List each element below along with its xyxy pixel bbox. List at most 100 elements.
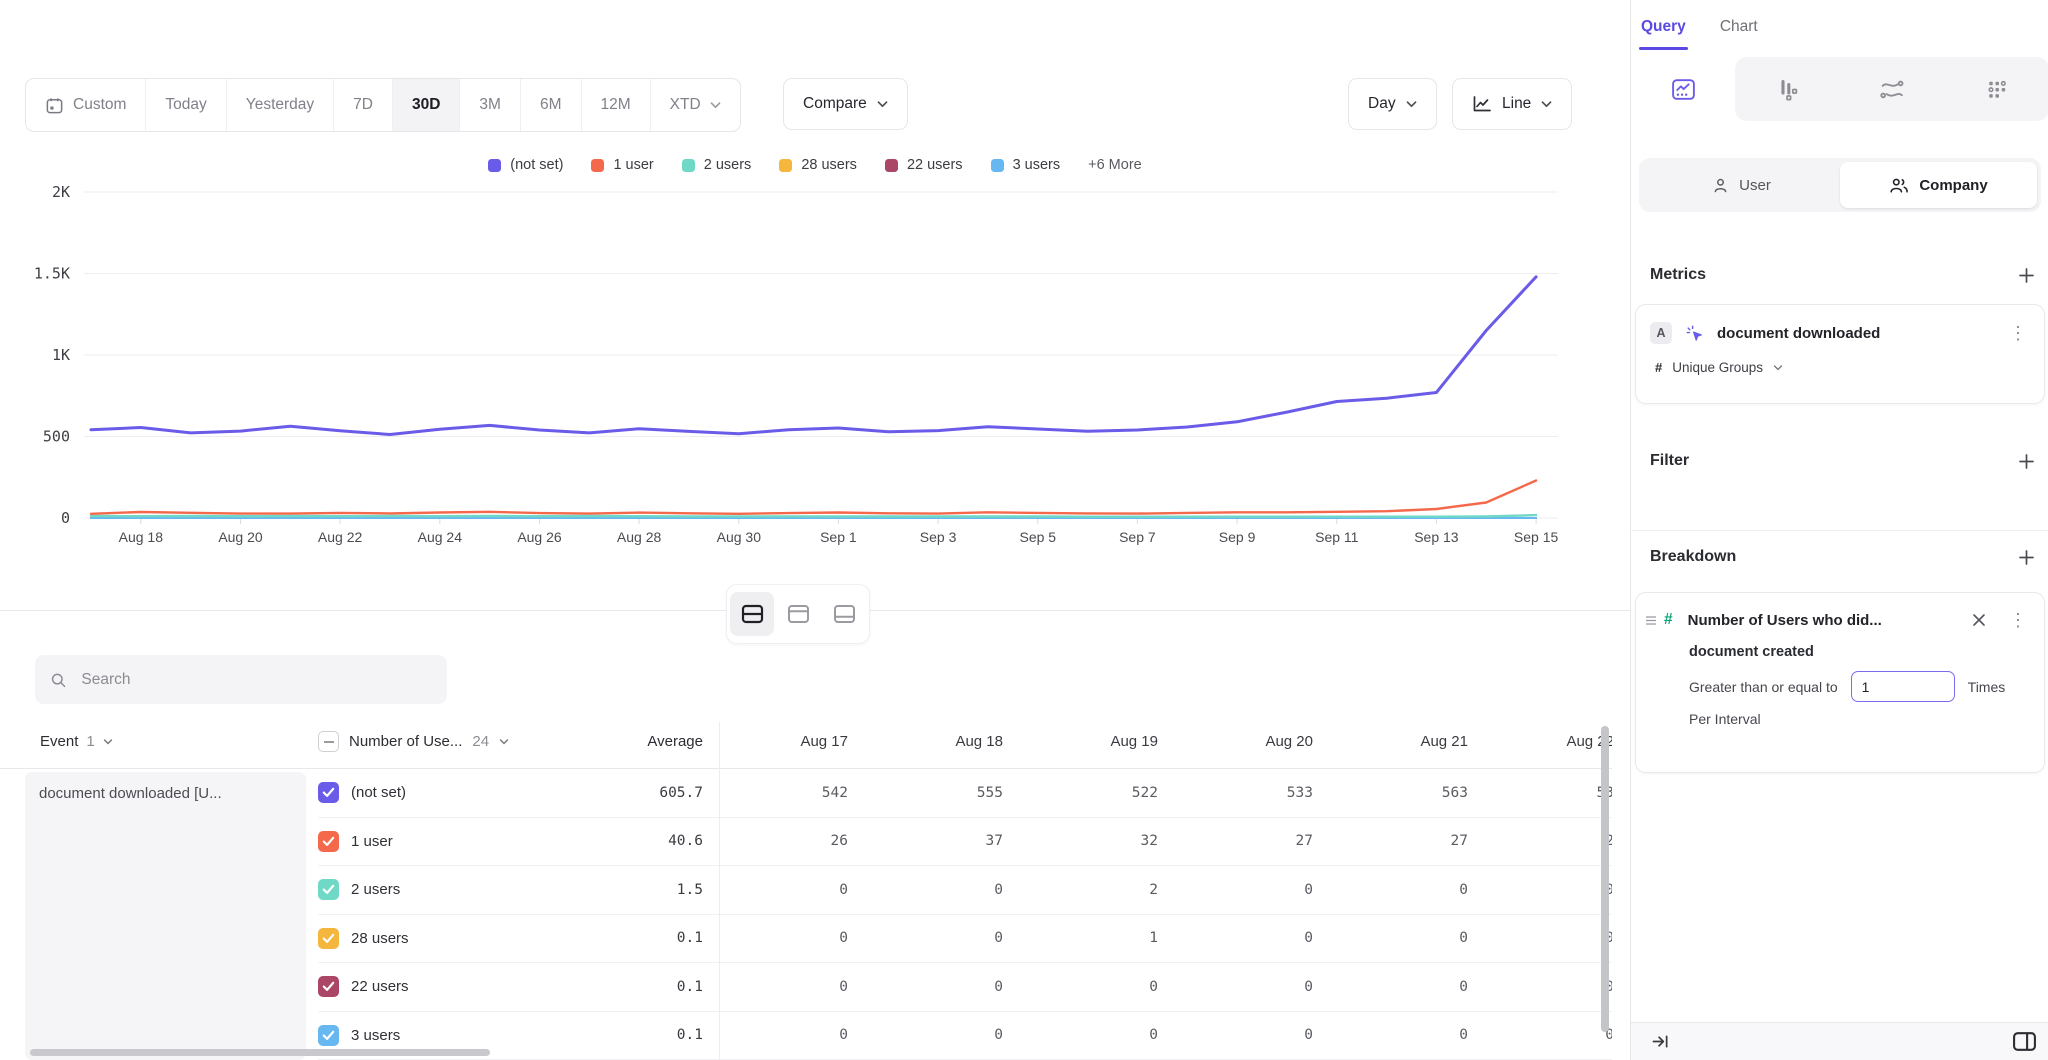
range-button-30d[interactable]: 30D (392, 79, 461, 131)
svg-text:Aug 22: Aug 22 (318, 529, 363, 545)
breakdown-property-name[interactable]: Number of Users who did... (1687, 611, 1882, 629)
collapse-panel-button[interactable] (1651, 1033, 1670, 1050)
query-sidebar: Query Chart User (1630, 0, 2048, 1060)
range-button-yesterday[interactable]: Yesterday (227, 79, 335, 131)
legend-swatch (591, 158, 605, 172)
layout-chart-top-button[interactable] (776, 592, 820, 636)
legend-more-button[interactable]: +6 More (1088, 157, 1142, 173)
svg-text:Aug 24: Aug 24 (418, 529, 463, 545)
interval-label: Day (1368, 95, 1396, 112)
row-checkbox[interactable] (318, 927, 339, 949)
scope-user-option[interactable]: User (1643, 162, 1840, 208)
search-input[interactable] (79, 669, 432, 690)
plus-icon (2019, 267, 2034, 283)
legend-item[interactable]: (not set) (488, 157, 563, 173)
value-cell: 533 (1286, 784, 1313, 801)
average-cell: 0.1 (676, 930, 703, 947)
breakdown-menu-button[interactable]: ⋮ (2009, 609, 2027, 630)
select-all-checkbox[interactable] (318, 731, 339, 752)
horizontal-scrollbar[interactable] (30, 1049, 490, 1056)
series-cell: 1 user (318, 830, 568, 852)
metric-menu-button[interactable]: ⋮ (2009, 322, 2027, 343)
metric-event-name[interactable]: document downloaded (1717, 324, 1881, 342)
chart-type-flow-button[interactable] (1840, 57, 1945, 121)
toggle-sidebar-button[interactable] (2012, 1031, 2037, 1052)
breakdown-condition-label[interactable]: Greater than or equal to (1689, 678, 1838, 695)
range-button-custom[interactable]: Custom (26, 79, 147, 131)
svg-text:0: 0 (61, 509, 70, 527)
event-header-count: 1 (86, 733, 95, 750)
filter-title: Filter (1650, 452, 1690, 469)
svg-text:Aug 18: Aug 18 (119, 529, 164, 545)
event-name-label: document downloaded [U... (39, 785, 222, 802)
value-cell: 0 (1459, 881, 1468, 898)
scope-company-option[interactable]: Company (1840, 162, 2037, 208)
event-name-cell[interactable]: document downloaded [U... (25, 772, 306, 1060)
range-button-3m[interactable]: 3M (460, 79, 521, 131)
range-button-today[interactable]: Today (146, 79, 227, 131)
add-breakdown-button[interactable] (2019, 549, 2034, 565)
row-checkbox[interactable] (318, 782, 339, 804)
value-cell: 0 (839, 1027, 848, 1044)
event-column-header[interactable]: Event 1 (40, 733, 318, 750)
metric-aggregation[interactable]: # Unique Groups (1650, 360, 2030, 375)
chevron-down-icon (103, 738, 112, 744)
svg-text:Sep 7: Sep 7 (1119, 529, 1156, 545)
layout-table-bottom-button[interactable] (822, 592, 866, 636)
svg-text:Sep 5: Sep 5 (1020, 529, 1057, 545)
legend-item[interactable]: 1 user (591, 157, 654, 173)
add-metric-button[interactable] (2019, 267, 2034, 283)
legend-item[interactable]: 2 users (681, 157, 751, 173)
layout-table-bottom-icon (833, 605, 855, 623)
value-cell: 0 (839, 978, 848, 995)
breakdown-title: Breakdown (1650, 548, 1737, 565)
legend-item[interactable]: 28 users (779, 157, 857, 173)
row-checkbox[interactable] (318, 879, 339, 901)
chevron-down-icon (1541, 100, 1552, 107)
range-button-xtd[interactable]: XTD (651, 79, 740, 131)
chart-type-label: Line (1502, 95, 1532, 112)
series-label: (not set) (351, 784, 407, 802)
vertical-scrollbar[interactable] (1601, 726, 1609, 1032)
group-header-label: Number of Use... (349, 733, 463, 750)
breakdown-per-interval[interactable]: Per Interval (1689, 711, 1761, 727)
group-column-header[interactable]: Number of Use... 24 (318, 731, 568, 752)
layout-chart-top-icon (787, 605, 809, 623)
add-filter-button[interactable] (2019, 453, 2034, 469)
check-icon (322, 787, 335, 798)
number-property-icon: # (1664, 611, 1673, 628)
metrics-title: Metrics (1650, 266, 1707, 283)
row-checkbox[interactable] (318, 976, 339, 998)
chart-type-bar-button[interactable] (1735, 57, 1840, 121)
range-button-12m[interactable]: 12M (582, 79, 651, 131)
row-checkbox[interactable] (318, 830, 339, 852)
svg-text:500: 500 (43, 428, 70, 446)
remove-breakdown-button[interactable] (1972, 613, 1986, 627)
legend-item[interactable]: 3 users (990, 157, 1060, 173)
table-row: 1 user 40.6 26 37 32 27 27 2 (318, 818, 1612, 866)
chart-type-line-button[interactable] (1631, 57, 1735, 121)
layout-split-view-button[interactable] (730, 592, 774, 636)
interval-dropdown[interactable]: Day (1348, 78, 1437, 130)
breakdown-event-name[interactable]: document created (1689, 644, 1814, 660)
drag-handle-icon[interactable] (1646, 615, 1656, 625)
chart-type-dropdown[interactable]: Line (1452, 78, 1573, 130)
tab-query[interactable]: Query (1639, 10, 1688, 50)
indeterminate-icon (323, 740, 334, 743)
tab-chart[interactable]: Chart (1719, 18, 1758, 35)
series-label: 1 user (351, 832, 393, 850)
chart-type-matrix-button[interactable] (1944, 57, 2048, 121)
legend-swatch (488, 158, 502, 172)
value-cell: 0 (994, 930, 1003, 947)
breakdown-value-input[interactable] (1850, 671, 1955, 702)
range-button-6m[interactable]: 6M (521, 79, 582, 131)
chart-type-options (1735, 57, 2048, 121)
svg-text:Sep 1: Sep 1 (820, 529, 857, 545)
row-checkbox[interactable] (318, 1024, 339, 1046)
chevron-down-icon (499, 738, 509, 744)
range-button-7d[interactable]: 7D (334, 79, 393, 131)
legend-item[interactable]: 22 users (884, 157, 963, 173)
compare-button[interactable]: Compare (783, 78, 908, 130)
legend-swatch (681, 158, 695, 172)
